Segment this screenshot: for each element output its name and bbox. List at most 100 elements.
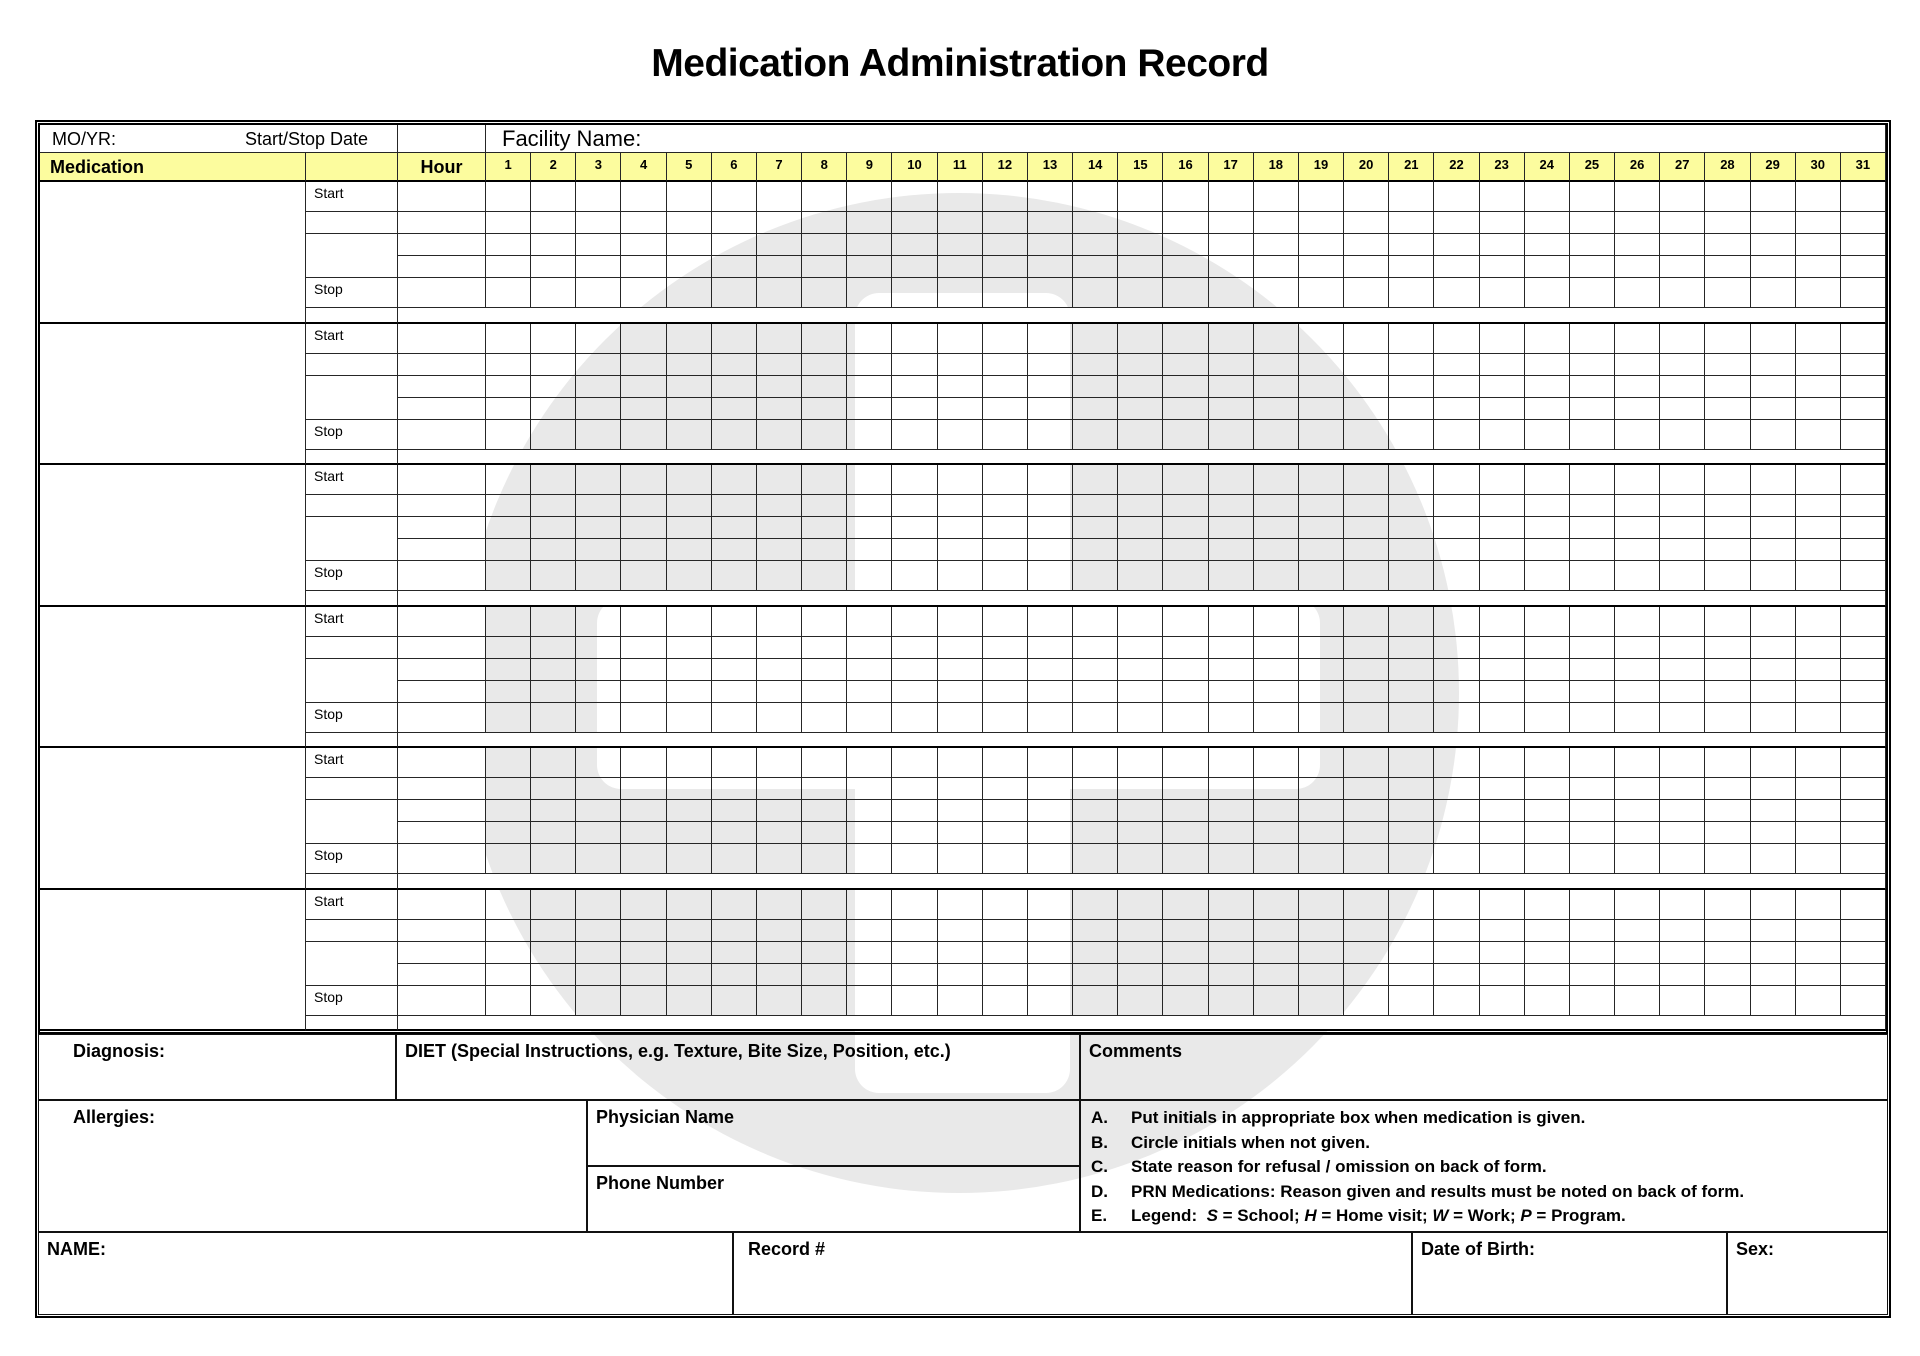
day-cell[interactable] xyxy=(802,963,848,986)
day-cell[interactable] xyxy=(802,680,848,703)
day-cell[interactable] xyxy=(1163,606,1209,637)
day-cell[interactable] xyxy=(1434,680,1480,703)
day-cell[interactable] xyxy=(1750,234,1796,256)
day-cell[interactable] xyxy=(711,941,757,964)
day-cell[interactable] xyxy=(486,353,532,376)
day-cell[interactable] xyxy=(621,702,667,733)
day-cell[interactable] xyxy=(1027,465,1074,495)
day-cell[interactable] xyxy=(1389,419,1435,450)
day-cell[interactable] xyxy=(531,256,577,278)
day-cell[interactable] xyxy=(1840,606,1886,637)
day-cell[interactable] xyxy=(576,748,622,778)
day-cell[interactable] xyxy=(576,963,622,986)
day-cell[interactable] xyxy=(1479,495,1525,517)
day-cell[interactable] xyxy=(711,465,757,495)
day-cell[interactable] xyxy=(756,702,803,733)
hour-cell[interactable] xyxy=(398,353,486,376)
day-cell[interactable] xyxy=(1298,680,1345,703)
day-cell[interactable] xyxy=(1479,419,1525,450)
day-cell[interactable] xyxy=(1479,844,1525,874)
day-cell[interactable] xyxy=(937,212,983,234)
day-cell[interactable] xyxy=(937,539,983,561)
day-cell[interactable] xyxy=(1163,941,1209,964)
stop-date-cell[interactable] xyxy=(306,449,398,465)
day-cell[interactable] xyxy=(847,636,893,659)
day-cell[interactable] xyxy=(1840,963,1886,986)
day-cell[interactable] xyxy=(531,822,577,844)
day-cell[interactable] xyxy=(1344,539,1390,561)
day-cell[interactable] xyxy=(1434,419,1480,450)
day-cell[interactable] xyxy=(1479,539,1525,561)
day-cell[interactable] xyxy=(1660,985,1706,1016)
allergies-cell[interactable]: Allergies: xyxy=(38,1100,587,1232)
day-cell[interactable] xyxy=(621,658,667,681)
day-cell[interactable] xyxy=(802,323,848,354)
day-cell[interactable] xyxy=(1253,822,1299,844)
day-cell[interactable] xyxy=(1750,800,1796,822)
day-cell[interactable] xyxy=(1479,375,1525,398)
day-cell[interactable] xyxy=(1073,778,1119,800)
diagnosis-cell[interactable]: Diagnosis: xyxy=(38,1034,396,1100)
day-cell[interactable] xyxy=(802,465,848,495)
day-cell[interactable] xyxy=(1389,748,1435,778)
day-cell[interactable] xyxy=(1795,397,1841,420)
day-cell[interactable] xyxy=(982,212,1028,234)
day-cell[interactable] xyxy=(666,963,712,986)
day-cell[interactable] xyxy=(1253,844,1299,874)
day-cell[interactable] xyxy=(711,323,757,354)
day-cell[interactable] xyxy=(1253,963,1299,986)
day-cell[interactable] xyxy=(1660,919,1706,942)
day-cell[interactable] xyxy=(1615,182,1661,212)
day-cell[interactable] xyxy=(937,353,983,376)
day-cell[interactable] xyxy=(847,397,893,420)
day-cell[interactable] xyxy=(892,702,938,733)
day-cell[interactable] xyxy=(666,889,712,920)
day-cell[interactable] xyxy=(1705,465,1751,495)
day-cell[interactable] xyxy=(1840,748,1886,778)
day-cell[interactable] xyxy=(1298,419,1345,450)
day-cell[interactable] xyxy=(1118,212,1164,234)
day-cell[interactable] xyxy=(756,606,803,637)
day-cell[interactable] xyxy=(802,985,848,1016)
day-cell[interactable] xyxy=(982,561,1028,591)
day-cell[interactable] xyxy=(1163,985,1209,1016)
day-cell[interactable] xyxy=(1208,256,1254,278)
day-cell[interactable] xyxy=(1118,375,1164,398)
hour-cell[interactable] xyxy=(398,561,486,591)
day-cell[interactable] xyxy=(1660,800,1706,822)
day-cell[interactable] xyxy=(666,636,712,659)
hour-cell[interactable] xyxy=(398,256,486,278)
day-cell[interactable] xyxy=(1389,561,1435,591)
day-cell[interactable] xyxy=(1118,844,1164,874)
day-cell[interactable] xyxy=(1750,495,1796,517)
day-cell[interactable] xyxy=(1569,397,1616,420)
day-cell[interactable] xyxy=(666,539,712,561)
day-cell[interactable] xyxy=(892,844,938,874)
day-cell[interactable] xyxy=(1027,561,1074,591)
day-cell[interactable] xyxy=(531,419,577,450)
day-cell[interactable] xyxy=(1118,636,1164,659)
day-cell[interactable] xyxy=(1840,919,1886,942)
day-cell[interactable] xyxy=(1027,680,1074,703)
day-cell[interactable] xyxy=(1298,636,1345,659)
day-cell[interactable] xyxy=(756,985,803,1016)
day-cell[interactable] xyxy=(1208,278,1254,308)
day-cell[interactable] xyxy=(1298,778,1345,800)
day-cell[interactable] xyxy=(1750,748,1796,778)
day-cell[interactable] xyxy=(982,182,1028,212)
day-cell[interactable] xyxy=(1073,748,1119,778)
day-cell[interactable] xyxy=(1524,822,1570,844)
day-cell[interactable] xyxy=(1434,606,1480,637)
day-cell[interactable] xyxy=(1795,778,1841,800)
day-cell[interactable] xyxy=(1118,397,1164,420)
day-cell[interactable] xyxy=(1569,517,1616,539)
day-cell[interactable] xyxy=(1073,375,1119,398)
day-cell[interactable] xyxy=(1479,278,1525,308)
hour-cell[interactable] xyxy=(398,636,486,659)
medication-cell[interactable] xyxy=(40,465,306,607)
day-cell[interactable] xyxy=(892,680,938,703)
hour-cell[interactable] xyxy=(398,606,486,637)
day-cell[interactable] xyxy=(1298,985,1345,1016)
day-cell[interactable] xyxy=(937,397,983,420)
day-cell[interactable] xyxy=(1840,353,1886,376)
